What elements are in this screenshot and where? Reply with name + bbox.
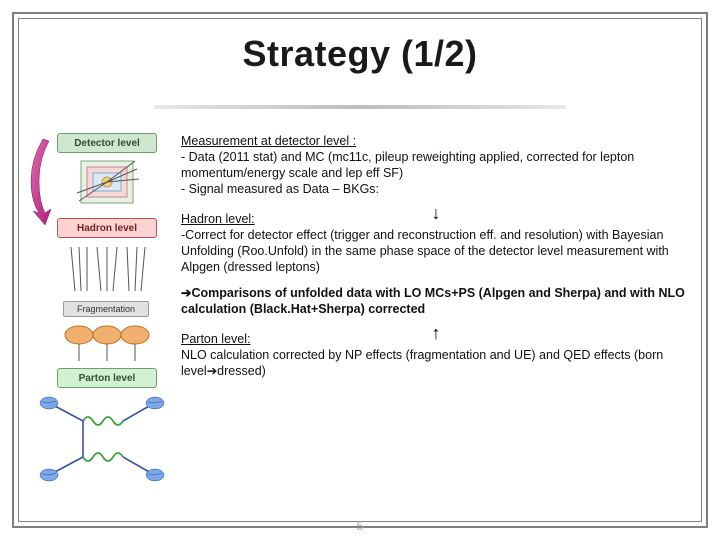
text-column: Measurement at detector level : - Data (… (175, 133, 695, 517)
parton-diagram-icon (39, 391, 165, 501)
hadron-level-box: Hadron level (57, 218, 157, 238)
block-measurement: Measurement at detector level : - Data (… (181, 133, 691, 197)
measurement-line2: - Signal measured as Data – BKGs: (181, 182, 379, 196)
outer-frame: Strategy (1/2) (12, 12, 708, 528)
hadron-level-label: Hadron level (77, 223, 137, 234)
parton-body: NLO calculation corrected by NP effects … (181, 348, 663, 378)
detector-level-label: Detector level (74, 138, 140, 149)
slide-title: Strategy (1/2) (19, 33, 701, 75)
hadron-head: Hadron level: (181, 212, 255, 226)
measurement-head: Measurement at detector level : (181, 134, 356, 148)
fragmentation-label: Fragmentation (77, 304, 135, 314)
inner-frame: Strategy (1/2) (18, 18, 702, 522)
measurement-line1: - Data (2011 stat) and MC (mc11c, pileup… (181, 150, 634, 180)
detector-diagram-icon (57, 155, 157, 215)
parton-level-label: Parton level (79, 373, 136, 384)
page-number: 5 (19, 519, 701, 533)
fragmentation-box: Fragmentation (63, 301, 149, 317)
fragmentation-blobs-icon (57, 321, 157, 365)
diagram-column: Detector level Hadron lev (25, 133, 175, 517)
transition-arrow-icon (27, 135, 61, 227)
hadron-body: -Correct for detector effect (trigger an… (181, 228, 669, 274)
comparisons-body: ➔Comparisons of unfolded data with LO MC… (181, 286, 685, 316)
title-underline (154, 105, 566, 109)
parton-level-box: Parton level (57, 368, 157, 388)
block-comparisons: ➔Comparisons of unfolded data with LO MC… (181, 285, 691, 317)
parton-head: Parton level: (181, 332, 250, 346)
content-area: Detector level Hadron lev (25, 133, 695, 517)
hadron-jets-icon (57, 241, 157, 297)
detector-level-box: Detector level (57, 133, 157, 153)
